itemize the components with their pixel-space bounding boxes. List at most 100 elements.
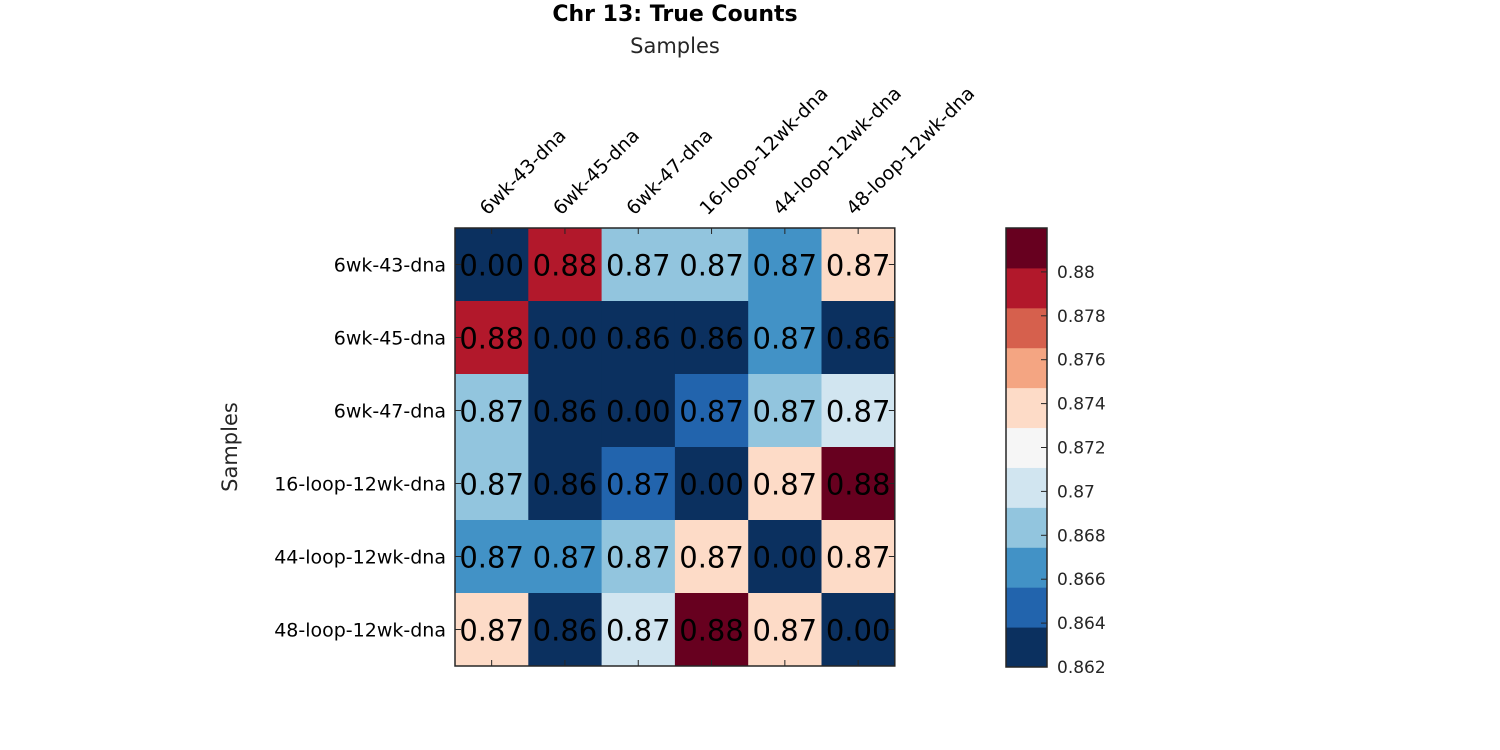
- colorbar-tick-label: 0.88: [1057, 263, 1095, 283]
- cell-value-label: 0.87: [533, 541, 598, 575]
- y-tick-label: 6wk-47-dna: [334, 401, 446, 423]
- heatmap-cell: [674, 228, 749, 302]
- heatmap-cell: [674, 520, 749, 594]
- heatmap-cell: [528, 447, 603, 521]
- colorbar-segment: [1006, 427, 1047, 468]
- colorbar-tick-label: 0.874: [1057, 395, 1106, 415]
- colorbar-tick-label: 0.862: [1057, 658, 1106, 678]
- cell-value-label: 0.87: [753, 614, 818, 648]
- heatmap-cell: [601, 301, 676, 375]
- heatmap-cell: [821, 593, 896, 667]
- cell-value-label: 0.88: [459, 322, 524, 356]
- colorbar-segment: [1006, 347, 1047, 389]
- cell-value-label: 0.87: [459, 614, 524, 648]
- colorbar: [1006, 228, 1047, 668]
- cell-value-label: 0.00: [753, 541, 818, 575]
- cell-value-label: 0.00: [826, 614, 891, 648]
- cell-value-label: 0.00: [606, 395, 671, 429]
- colorbar-segment: [1006, 627, 1047, 668]
- x-tick-label: 48-loop-12wk-dna: [842, 82, 979, 219]
- y-tick-labels: 6wk-43-dna 6wk-45-dna 6wk-47-dna 16-loop-12…: [274, 255, 895, 642]
- heatmap-cells: [455, 228, 896, 667]
- heatmap-cell: [674, 593, 749, 667]
- chart-title: Chr 13: True Counts: [552, 2, 797, 27]
- colorbar-segment: [1006, 387, 1047, 429]
- cell-value-label: 0.86: [533, 395, 598, 429]
- heatmap-cell: [748, 374, 822, 448]
- colorbar-frame: [1005, 227, 1048, 668]
- cell-value-label: 0.87: [753, 468, 818, 502]
- heatmap-cell: [748, 301, 822, 375]
- cell-value-label: 0.87: [459, 541, 524, 575]
- colorbar-tick-label: 0.864: [1057, 614, 1106, 634]
- colorbar-tick-label: 0.868: [1057, 526, 1106, 546]
- x-tick-label: 16-loop-12wk-dna: [696, 82, 833, 219]
- colorbar-segment: [1006, 587, 1047, 628]
- colorbar-tick-label: 0.872: [1057, 439, 1106, 459]
- cell-value-label: 0.86: [826, 322, 891, 356]
- y-tick-label: 44-loop-12wk-dna: [274, 547, 446, 569]
- y-axis-label: Samples: [218, 402, 242, 492]
- y-tick-label: 48-loop-12wk-dna: [274, 620, 446, 642]
- cell-value-label: 0.87: [606, 541, 671, 575]
- colorbar-segment: [1006, 307, 1047, 349]
- cell-value-label: 0.87: [826, 395, 891, 429]
- colorbar-tick-label: 0.866: [1057, 570, 1106, 590]
- heatmap-cell: [455, 301, 529, 375]
- heatmap-cell: [528, 374, 603, 448]
- heatmap-cell: [821, 520, 896, 594]
- cell-value-label: 0.88: [679, 614, 744, 648]
- heatmap-cell: [821, 374, 896, 448]
- cell-value-label: 0.87: [679, 249, 744, 283]
- heatmap-cell: [528, 228, 603, 302]
- heatmap-cell: [821, 301, 896, 375]
- cell-value-label: 0.87: [753, 322, 818, 356]
- x-axis-label: Samples: [630, 34, 720, 58]
- heatmap-cell: [601, 228, 676, 302]
- cell-value-label: 0.88: [533, 249, 598, 283]
- colorbar-segment: [1006, 228, 1047, 269]
- y-tick-label: 6wk-43-dna: [334, 255, 446, 277]
- colorbar-tick-labels: 0.862 0.864 0.866 0.868 0.87 0.872 0.874 0.876 0…: [1041, 263, 1106, 678]
- cell-value-label: 0.87: [753, 249, 818, 283]
- y-tick-label: 6wk-45-dna: [334, 328, 446, 350]
- heatmap-cell: [674, 447, 749, 521]
- cell-value-label: 0.87: [459, 395, 524, 429]
- heatmap-cell: [674, 301, 749, 375]
- colorbar-segment: [1006, 547, 1047, 588]
- heatmap-cell: [821, 228, 896, 302]
- cell-value-label: 0.87: [826, 541, 891, 575]
- y-tick-label: 16-loop-12wk-dna: [274, 474, 446, 496]
- colorbar-tick-label: 0.876: [1057, 351, 1106, 371]
- heatmap-cell: [748, 520, 822, 594]
- heatmap-cell: [528, 520, 603, 594]
- heatmap-cell: [821, 447, 896, 521]
- colorbar-tick-label: 0.87: [1057, 482, 1095, 502]
- heatmap-cell: [455, 228, 529, 302]
- heatmap-cell-labels: 0.00 0.88 0.87 0.87 0.87 0.870.88 0.00 0.86 0.86…: [459, 249, 890, 648]
- cell-value-label: 0.88: [826, 468, 891, 502]
- cell-value-label: 0.86: [533, 614, 598, 648]
- cell-value-label: 0.87: [606, 614, 671, 648]
- colorbar-segment: [1006, 267, 1047, 309]
- cell-value-label: 0.87: [826, 249, 891, 283]
- heatmap-cell: [674, 374, 749, 448]
- heatmap-cell: [601, 447, 676, 521]
- cell-value-label: 0.87: [606, 249, 671, 283]
- cell-value-label: 0.00: [533, 322, 598, 356]
- cell-value-label: 0.87: [753, 395, 818, 429]
- cell-value-label: 0.87: [679, 541, 744, 575]
- heatmap-cell: [455, 374, 529, 448]
- heatmap-cell: [455, 447, 529, 521]
- heatmap-cell: [601, 520, 676, 594]
- plot-frame: [454, 227, 896, 667]
- heatmap-cell: [748, 228, 822, 302]
- heatmap-cell: [528, 593, 603, 667]
- cell-value-label: 0.86: [606, 322, 671, 356]
- heatmap-cell: [748, 447, 822, 521]
- heatmap-cell: [601, 593, 676, 667]
- colorbar-segment: [1006, 507, 1047, 548]
- x-tick-label: 44-loop-12wk-dna: [769, 82, 906, 219]
- heatmap-cell: [748, 593, 822, 667]
